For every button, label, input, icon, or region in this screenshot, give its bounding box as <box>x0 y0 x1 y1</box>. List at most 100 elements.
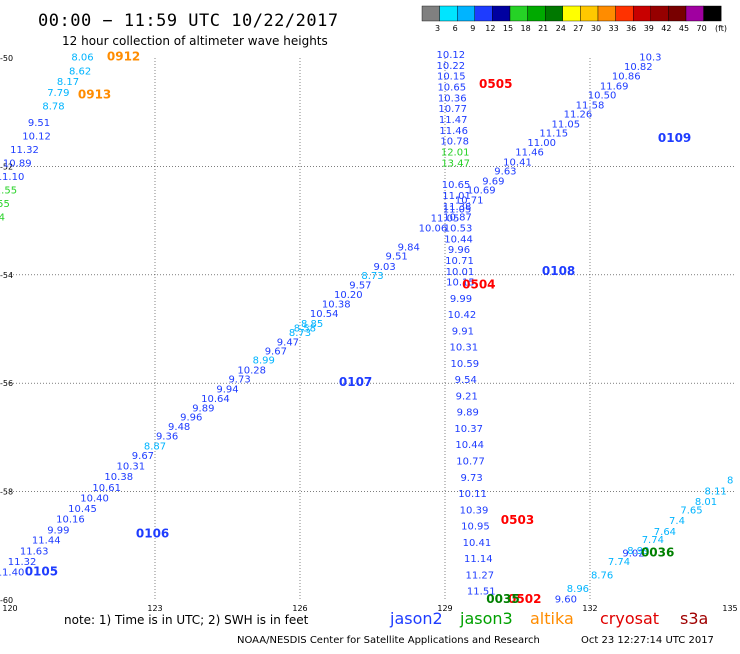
wave-height-point: 9.60 <box>555 595 577 606</box>
wave-height-point: 9.51 <box>28 118 50 129</box>
legend-swatch <box>563 6 581 21</box>
pass-number-label: 0035 <box>486 592 519 606</box>
wave-height-point: 10.59 <box>450 359 479 370</box>
wave-height-point: 10.44 <box>444 234 473 245</box>
legend-tick-label: 3 <box>435 24 440 33</box>
legend-swatch <box>633 6 651 21</box>
pass-number-label: 0107 <box>339 375 372 389</box>
wave-height-point: 10.77 <box>438 104 467 115</box>
wave-height-point: 10.40 <box>80 493 109 504</box>
lat-tick-label: -60 <box>0 596 13 605</box>
map-title: 00:00 − 11:59 UTC 10/22/2017 <box>38 11 339 31</box>
map-grid <box>10 58 735 600</box>
legend-tick-label: 27 <box>573 24 583 33</box>
wave-height-point: 13.47 <box>441 158 470 169</box>
wave-height-point: 11.58 <box>576 100 605 111</box>
satellite-name: altika <box>530 609 574 628</box>
wave-height-point: 8.62 <box>69 66 91 77</box>
legend-tick-label: 33 <box>609 24 619 33</box>
wave-height-point: 11.46 <box>439 126 468 137</box>
wave-height-point: 11.32 <box>10 145 39 156</box>
wave-height-point: 9.94 <box>216 384 238 395</box>
legend-unit: (ft) <box>715 24 727 33</box>
legend-swatch <box>545 6 563 21</box>
wave-height-point: 10.22 <box>436 61 465 72</box>
wave-height-point: 7.79 <box>47 88 69 99</box>
wave-height-point: 8.87 <box>144 441 166 452</box>
wave-height-point: 8.73 <box>361 271 383 282</box>
wave-height-point: 12.55 <box>0 186 17 197</box>
legend-tick-label: 42 <box>661 24 671 33</box>
lon-tick-label: 135 <box>722 604 737 613</box>
lat-tick-label: -56 <box>0 379 13 388</box>
wave-height-point: 10.89 <box>3 158 32 169</box>
credit-line: NOAA/NESDIS Center for Satellite Applica… <box>237 635 540 646</box>
wave-height-point: 10.39 <box>460 505 489 516</box>
wave-height-point: 9.96 <box>448 245 470 256</box>
legend-tick-label: 70 <box>697 24 707 33</box>
wave-height-point: 13.84 <box>0 213 5 224</box>
map-subtitle: 12 hour collection of altimeter wave hei… <box>62 34 328 48</box>
pass-number-label: 0913 <box>78 88 111 102</box>
pass-number-label: 0503 <box>501 513 534 527</box>
wave-height-point: 10.41 <box>503 157 532 168</box>
wave-height-point: 10.41 <box>463 538 492 549</box>
pass-number-label: 0106 <box>136 527 169 541</box>
legend-tick-label: 39 <box>644 24 654 33</box>
lon-tick-label: 120 <box>2 604 17 613</box>
wave-height-point: 9.73 <box>460 473 482 484</box>
wave-height-point: 10.31 <box>450 343 479 354</box>
wave-height-point: 11.38 <box>443 202 472 213</box>
legend-swatch <box>686 6 704 21</box>
pass-number-label: 0505 <box>479 77 512 91</box>
legend-swatch <box>580 6 598 21</box>
wave-height-point: 10.61 <box>92 483 121 494</box>
wave-height-point: 9.99 <box>47 525 69 536</box>
lat-tick-label: -54 <box>0 271 13 280</box>
wave-height-point: 8.17 <box>57 77 79 88</box>
wave-height-point: 9.99 <box>450 294 472 305</box>
satellite-name: s3a <box>680 609 708 628</box>
satellite-tracks: 11.4011.3211.6311.449.9910.1610.4510.401… <box>0 50 733 606</box>
wave-height-point: 11.63 <box>20 546 49 557</box>
legend-swatch <box>616 6 634 21</box>
wave-height-point: 9.54 <box>455 375 477 386</box>
legend-swatch <box>475 6 493 21</box>
wave-height-point: 8.96 <box>567 584 589 595</box>
wave-height-point: 11.27 <box>465 570 494 581</box>
wave-height-point: 10.28 <box>237 365 266 376</box>
wave-height-point: 11.69 <box>600 81 629 92</box>
legend-tick-label: 12 <box>485 24 495 33</box>
legend-swatch <box>528 6 546 21</box>
wave-height-point: 11.05 <box>552 119 581 130</box>
pass-number-label: 0105 <box>25 565 58 579</box>
pass-number-label: 0912 <box>107 50 140 64</box>
legend-swatch <box>422 6 440 21</box>
legend-swatch <box>492 6 510 21</box>
wave-height-point: 10.64 <box>201 394 230 405</box>
wave-height-point: 10.95 <box>461 522 490 533</box>
wave-height-point: 10.71 <box>445 256 474 267</box>
wave-height-point: 8.06 <box>71 53 93 64</box>
wave-height-point: 10.87 <box>443 213 472 224</box>
pass-number-label: 0036 <box>641 546 674 560</box>
pass-number-label: 0504 <box>462 277 495 291</box>
lat-tick-label: -50 <box>0 54 13 63</box>
wave-height-point: 11.01 <box>442 191 471 202</box>
wave-height-point: 10.20 <box>334 290 363 301</box>
wave-height-point: 10.65 <box>442 180 471 191</box>
legend-tick-label: 18 <box>521 24 531 33</box>
legend-swatch <box>651 6 669 21</box>
wave-height-point: 10.36 <box>438 93 467 104</box>
legend-tick-label: 24 <box>556 24 566 33</box>
legend-tick-label: 6 <box>453 24 458 33</box>
wave-height-point: 7.64 <box>654 527 676 538</box>
wave-height-point: 11.47 <box>439 115 468 126</box>
wave-height-point: 11.46 <box>515 148 544 159</box>
legend-tick-label: 9 <box>470 24 475 33</box>
wave-height-point: 10.3 <box>639 53 661 64</box>
wave-height-point: 10.12 <box>436 50 465 61</box>
